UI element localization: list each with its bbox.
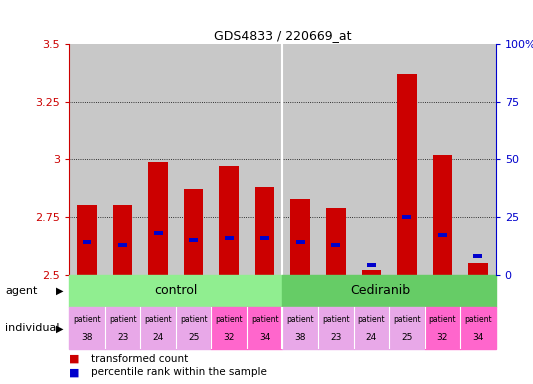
- Text: patient: patient: [73, 314, 101, 324]
- Bar: [69, 44, 105, 275]
- Text: agent: agent: [5, 286, 38, 296]
- Bar: [105, 44, 140, 275]
- Text: 23: 23: [117, 333, 128, 342]
- Bar: [296, 240, 305, 244]
- Bar: [189, 238, 198, 242]
- Text: 24: 24: [152, 333, 164, 342]
- Bar: [282, 275, 496, 307]
- Bar: [176, 307, 212, 349]
- Bar: [425, 44, 460, 275]
- Bar: [367, 263, 376, 267]
- Bar: [353, 307, 389, 349]
- Text: 34: 34: [472, 333, 483, 342]
- Bar: [148, 162, 168, 275]
- Bar: [83, 240, 92, 244]
- Bar: [154, 231, 163, 235]
- Text: patient: patient: [322, 314, 350, 324]
- Text: patient: patient: [393, 314, 421, 324]
- Text: patient: patient: [109, 314, 136, 324]
- Bar: [69, 307, 105, 349]
- Bar: [473, 254, 482, 258]
- Bar: [247, 44, 282, 275]
- Text: 38: 38: [295, 333, 306, 342]
- Bar: [77, 205, 97, 275]
- Text: patient: patient: [429, 314, 456, 324]
- Bar: [247, 307, 282, 349]
- Text: transformed count: transformed count: [91, 354, 188, 364]
- Bar: [282, 307, 318, 349]
- Text: 23: 23: [330, 333, 342, 342]
- Bar: [176, 44, 212, 275]
- Text: ■: ■: [69, 367, 83, 377]
- Text: 25: 25: [188, 333, 199, 342]
- Text: patient: patient: [215, 314, 243, 324]
- Bar: [318, 44, 353, 275]
- Title: GDS4833 / 220669_at: GDS4833 / 220669_at: [214, 28, 351, 41]
- Bar: [140, 307, 176, 349]
- Text: individual: individual: [5, 323, 60, 333]
- Bar: [212, 307, 247, 349]
- Bar: [389, 307, 425, 349]
- Bar: [353, 44, 389, 275]
- Text: 24: 24: [366, 333, 377, 342]
- Text: 25: 25: [401, 333, 413, 342]
- Text: 32: 32: [437, 333, 448, 342]
- Bar: [290, 199, 310, 275]
- Bar: [220, 166, 239, 275]
- Text: patient: patient: [358, 314, 385, 324]
- Text: patient: patient: [144, 314, 172, 324]
- Bar: [438, 233, 447, 237]
- Bar: [460, 307, 496, 349]
- Text: patient: patient: [180, 314, 207, 324]
- Bar: [184, 189, 204, 275]
- Bar: [460, 44, 496, 275]
- Text: 38: 38: [82, 333, 93, 342]
- Bar: [397, 74, 417, 275]
- Bar: [332, 243, 340, 247]
- Bar: [326, 208, 345, 275]
- Bar: [260, 236, 269, 240]
- Bar: [140, 44, 176, 275]
- Text: patient: patient: [251, 314, 279, 324]
- Text: ▶: ▶: [56, 286, 63, 296]
- Text: ■: ■: [69, 354, 83, 364]
- Text: percentile rank within the sample: percentile rank within the sample: [91, 367, 266, 377]
- Bar: [425, 307, 460, 349]
- Bar: [225, 236, 233, 240]
- Text: ▶: ▶: [56, 323, 63, 333]
- Bar: [468, 263, 488, 275]
- Bar: [255, 187, 274, 275]
- Bar: [282, 44, 318, 275]
- Text: 34: 34: [259, 333, 270, 342]
- Bar: [105, 307, 140, 349]
- Text: control: control: [154, 285, 198, 297]
- Bar: [402, 215, 411, 219]
- Text: patient: patient: [286, 314, 314, 324]
- Bar: [118, 243, 127, 247]
- Bar: [113, 205, 132, 275]
- Text: Cediranib: Cediranib: [350, 285, 410, 297]
- Text: 32: 32: [223, 333, 235, 342]
- Text: patient: patient: [464, 314, 492, 324]
- Bar: [318, 307, 353, 349]
- Bar: [433, 155, 452, 275]
- Bar: [389, 44, 425, 275]
- Bar: [69, 275, 282, 307]
- Bar: [212, 44, 247, 275]
- Bar: [361, 270, 381, 275]
